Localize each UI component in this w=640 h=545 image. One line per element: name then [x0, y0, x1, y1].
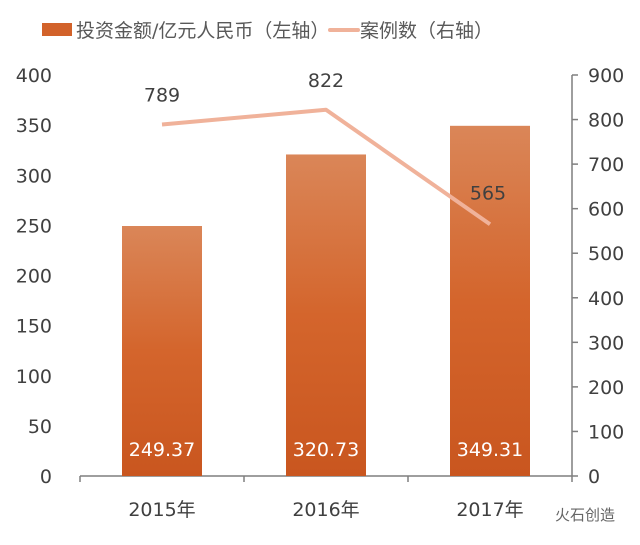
left-tick-label: 150 [16, 316, 52, 338]
line-data-label: 822 [308, 70, 344, 92]
left-tick-label: 50 [28, 416, 52, 438]
bar-data-label: 349.31 [457, 439, 523, 461]
left-tick-label: 200 [16, 266, 52, 288]
bar [286, 154, 366, 476]
left-tick-label: 100 [16, 366, 52, 388]
watermark: 火石创造 [555, 506, 615, 524]
right-tick-label: 300 [588, 332, 624, 354]
bar [122, 226, 202, 476]
left-tick-label: 350 [16, 115, 52, 137]
legend-label-line: 案例数（右轴） [360, 20, 493, 42]
right-tick-label: 700 [588, 154, 624, 176]
x-tick-label: 2017年 [456, 499, 523, 521]
left-tick-label: 250 [16, 215, 52, 237]
left-tick-label: 400 [16, 65, 52, 87]
right-tick-label: 600 [588, 199, 624, 221]
bar-data-label: 320.73 [293, 439, 359, 461]
bar-data-label: 249.37 [129, 439, 195, 461]
right-tick-label: 500 [588, 243, 624, 265]
left-tick-label: 300 [16, 165, 52, 187]
watermark-text: 火石创造 [555, 506, 615, 524]
left-tick-label: 0 [40, 466, 52, 488]
line-data-label: 565 [470, 182, 506, 204]
legend: 投资金额/亿元人民币（左轴） 案例数（右轴） [42, 20, 493, 42]
right-tick-label: 400 [588, 288, 624, 310]
right-tick-label: 800 [588, 110, 624, 132]
right-tick-label: 900 [588, 65, 624, 87]
right-tick-label: 0 [588, 466, 600, 488]
right-tick-label: 200 [588, 377, 624, 399]
legend-label-bar: 投资金额/亿元人民币（左轴） [76, 20, 329, 42]
line-data-label: 789 [144, 84, 180, 106]
x-tick-label: 2015年 [128, 499, 195, 521]
right-tick-label: 100 [588, 421, 624, 443]
line-series [161, 107, 492, 226]
bar [450, 125, 530, 477]
x-tick-label: 2016年 [292, 499, 359, 521]
legend-swatch-bar [42, 23, 72, 36]
